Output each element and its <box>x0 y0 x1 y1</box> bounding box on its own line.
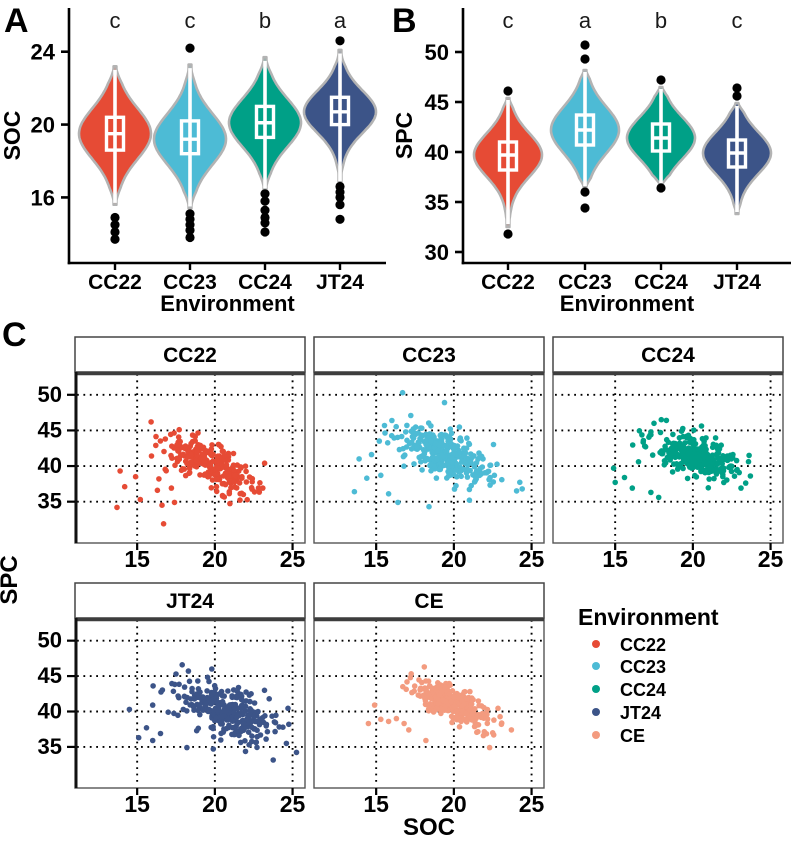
svg-text:Environment: Environment <box>160 291 295 315</box>
svg-text:CC22: CC22 <box>88 271 142 294</box>
svg-text:CC24: CC24 <box>620 680 666 700</box>
panel-c-scatter-facets: CC22 15 20 25 35 40 45 50 CC23 15 20 25 CC24 15 20 25 JT… <box>0 336 784 841</box>
svg-text:CE: CE <box>620 726 645 746</box>
svg-text:a: a <box>334 8 347 33</box>
svg-text:b: b <box>259 8 271 33</box>
svg-text:SPC: SPC <box>0 555 23 604</box>
svg-text:20: 20 <box>441 546 467 572</box>
svg-text:JT24: JT24 <box>713 271 761 294</box>
svg-text:50: 50 <box>425 40 449 65</box>
svg-text:50: 50 <box>38 628 62 653</box>
svg-text:20: 20 <box>31 113 55 138</box>
panel-label-c: C <box>2 316 27 354</box>
svg-text:SOC: SOC <box>403 814 455 841</box>
svg-text:15: 15 <box>363 791 389 817</box>
panel-b-spc-violin-chart: 30 35 40 45 50 c CC22 a CC23 b CC24 c JT24 Environmen… <box>391 8 791 315</box>
svg-text:25: 25 <box>280 791 306 817</box>
svg-text:45: 45 <box>38 663 62 688</box>
svg-text:b: b <box>655 8 667 33</box>
svg-text:25: 25 <box>758 546 784 572</box>
svg-text:35: 35 <box>38 489 62 514</box>
svg-text:a: a <box>579 8 592 33</box>
svg-text:CC22: CC22 <box>481 271 535 294</box>
svg-text:40: 40 <box>38 453 62 478</box>
svg-text:CC23: CC23 <box>163 271 217 294</box>
svg-text:15: 15 <box>124 791 150 817</box>
svg-text:c: c <box>185 8 196 33</box>
svg-text:20: 20 <box>202 791 228 817</box>
svg-text:50: 50 <box>38 382 62 407</box>
svg-text:CE: CE <box>414 590 443 613</box>
svg-text:c: c <box>110 8 121 33</box>
panel-label-b: B <box>392 2 417 40</box>
svg-text:20: 20 <box>680 546 706 572</box>
svg-text:CC23: CC23 <box>402 344 456 367</box>
svg-text:20: 20 <box>441 791 467 817</box>
svg-text:Environment: Environment <box>578 604 719 630</box>
svg-text:JT24: JT24 <box>620 703 661 723</box>
svg-text:CC24: CC24 <box>238 271 292 294</box>
svg-text:JT24: JT24 <box>316 271 364 294</box>
svg-text:25: 25 <box>519 791 545 817</box>
svg-text:c: c <box>503 8 514 33</box>
svg-text:CC22: CC22 <box>620 635 666 655</box>
svg-text:15: 15 <box>602 546 628 572</box>
svg-text:45: 45 <box>425 90 449 115</box>
svg-text:15: 15 <box>363 546 389 572</box>
svg-text:Environment: Environment <box>560 291 695 315</box>
svg-text:30: 30 <box>425 240 449 265</box>
svg-text:25: 25 <box>519 546 545 572</box>
svg-text:CC23: CC23 <box>620 657 666 677</box>
svg-text:SOC: SOC <box>0 111 25 161</box>
svg-text:CC22: CC22 <box>163 344 217 367</box>
svg-text:15: 15 <box>124 546 150 572</box>
svg-text:16: 16 <box>31 185 55 210</box>
svg-text:CC23: CC23 <box>558 271 612 294</box>
svg-text:JT24: JT24 <box>166 590 214 613</box>
svg-text:35: 35 <box>38 734 62 759</box>
svg-text:20: 20 <box>202 546 228 572</box>
svg-text:40: 40 <box>425 140 449 165</box>
svg-text:CC24: CC24 <box>641 344 695 367</box>
panel-label-a: A <box>4 2 29 40</box>
svg-text:35: 35 <box>425 190 449 215</box>
svg-text:CC24: CC24 <box>634 271 688 294</box>
svg-text:c: c <box>732 8 743 33</box>
svg-text:25: 25 <box>280 546 306 572</box>
panel-a-soc-violin-chart: 16 20 24 c CC22 c CC23 b CC24 a JT24 Environment SOC <box>0 8 386 315</box>
svg-text:24: 24 <box>31 40 56 65</box>
svg-text:40: 40 <box>38 699 62 724</box>
svg-text:45: 45 <box>38 417 62 442</box>
svg-text:SPC: SPC <box>391 112 417 159</box>
